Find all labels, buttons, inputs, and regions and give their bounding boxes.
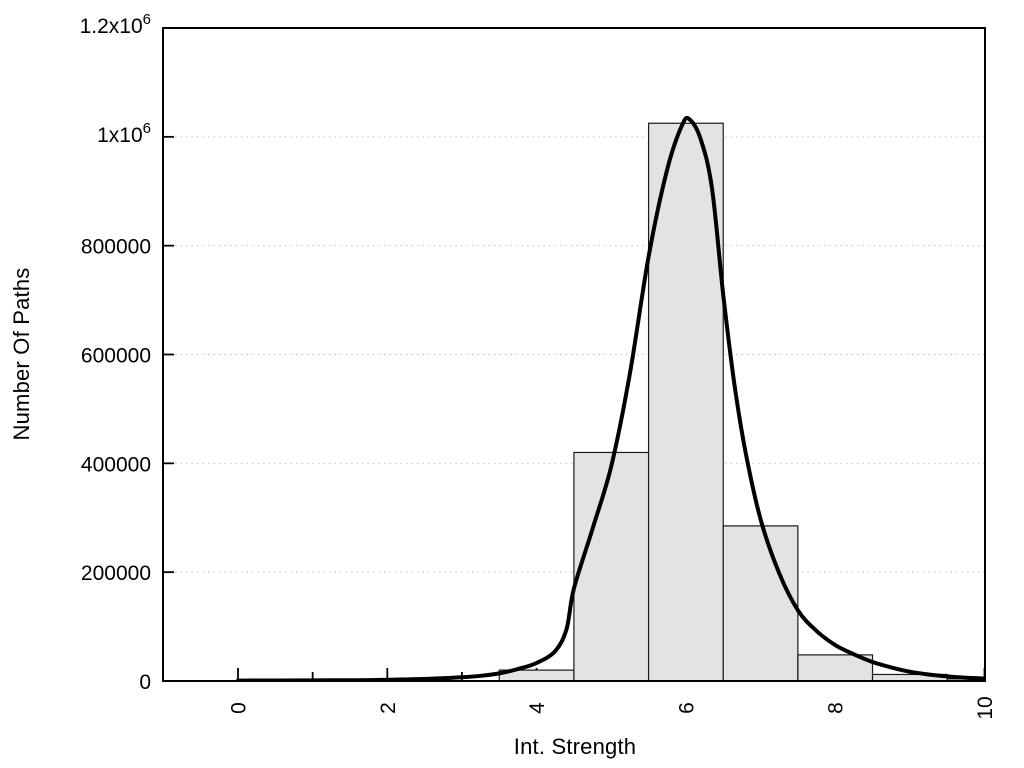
y-tick-label: 600000 xyxy=(81,345,151,368)
histogram-bar xyxy=(797,654,874,681)
y-tick-label: 400000 xyxy=(81,453,151,476)
x-tick-label: 4 xyxy=(526,702,549,714)
x-tick-label: 0 xyxy=(228,702,251,714)
x-axis-title: Int. Strength xyxy=(513,734,637,759)
plot-border xyxy=(162,27,986,682)
y-tick-label: 1.2x106 xyxy=(80,11,151,38)
histogram-bar xyxy=(573,451,650,681)
histogram-bars xyxy=(498,122,985,681)
y-tick-label: 1x106 xyxy=(97,120,151,147)
x-tick-label: 2 xyxy=(377,702,400,714)
y-tick-label: 200000 xyxy=(81,562,151,585)
fit-curve xyxy=(236,115,985,681)
y-tick-label: 0 xyxy=(139,671,151,694)
y-tick-label: 800000 xyxy=(81,236,151,259)
histogram-bar xyxy=(722,525,799,681)
x-tick-label: 8 xyxy=(825,702,848,714)
x-tick-label: 10 xyxy=(974,696,997,719)
fit-curve-group xyxy=(236,115,985,681)
histogram-bar xyxy=(647,122,724,681)
y-axis-title: Number Of Paths xyxy=(9,267,34,441)
x-tick-label: 6 xyxy=(675,702,698,714)
